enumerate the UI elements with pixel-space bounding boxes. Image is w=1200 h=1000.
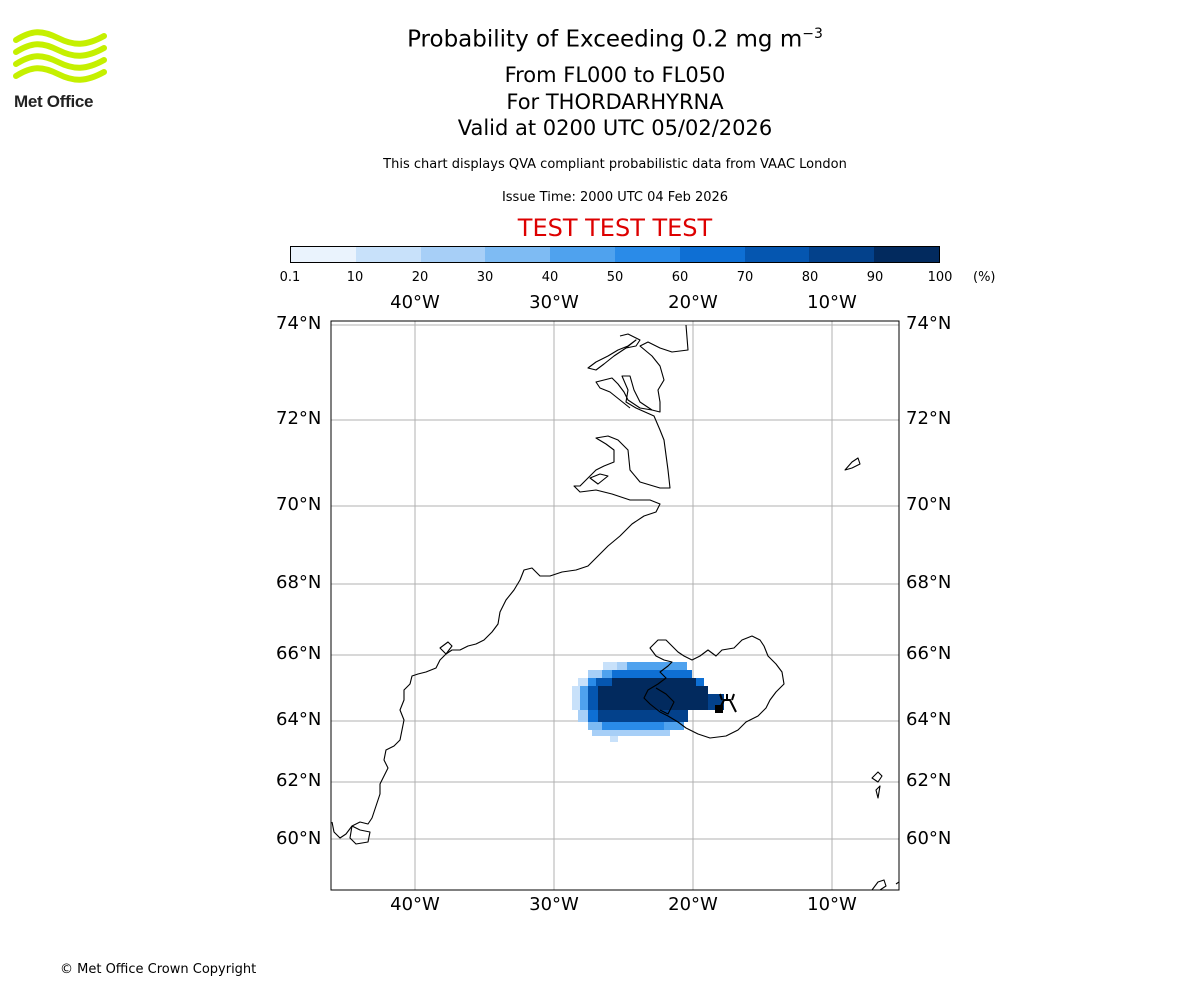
test-banner: TEST TEST TEST [517,214,713,242]
colorbar-tick-label: 20 [411,270,429,285]
lat-label-right: 62°N [906,770,952,791]
colorbar-segment [420,247,486,262]
ash-probability-plume [572,662,724,742]
lon-label-top: 40°W [390,292,440,313]
colorbar-segment [355,247,421,262]
colorbar-tick-label: 0.1 [279,270,301,285]
lon-label-bottom: 10°W [807,894,857,915]
lat-label-right: 66°N [906,643,952,664]
colorbar-tick-label: 100 [927,270,953,285]
chart-description: This chart displays QVA compliant probab… [383,157,847,172]
title-text: Probability of Exceeding 0.2 mg m [407,26,803,53]
coastlines [331,324,899,890]
lat-label-right: 74°N [906,313,952,334]
flight-level-range: From FL000 to FL050 [504,63,726,87]
lon-label-bottom: 40°W [390,894,440,915]
lat-label-right: 72°N [906,408,952,429]
lat-label-right: 60°N [906,828,952,849]
colorbar-unit: (%) [973,270,996,285]
lat-label-left: 72°N [276,408,322,429]
lat-label-right: 70°N [906,494,952,515]
colorbar-tick-label: 90 [866,270,884,285]
lon-label-top: 10°W [807,292,857,313]
met-office-logo [13,29,107,83]
colorbar-segment [744,247,810,262]
title-superscript: −3 [802,26,823,42]
volcano-symbol [715,693,737,713]
colorbar-segment [485,247,551,262]
lon-label-bottom: 30°W [529,894,579,915]
lat-label-left: 74°N [276,313,322,334]
colorbar-segment [550,247,615,262]
lat-label-right: 68°N [906,572,952,593]
lat-label-left: 60°N [276,828,322,849]
graticule [331,321,899,890]
copyright: © Met Office Crown Copyright [60,962,257,977]
colorbar-tick-label: 30 [476,270,494,285]
colorbar-segment [809,247,875,262]
lat-label-left: 68°N [276,572,322,593]
lat-label-right: 64°N [906,709,952,730]
valid-time: Valid at 0200 UTC 05/02/2026 [457,116,773,140]
colorbar [290,246,940,263]
colorbar-tick-label: 40 [541,270,559,285]
colorbar-segment [291,247,356,262]
colorbar-tick-label: 10 [346,270,364,285]
lat-label-left: 62°N [276,770,322,791]
chart-title: Probability of Exceeding 0.2 mg m−3 [300,26,930,53]
map-frame [330,320,900,891]
colorbar-segment [874,247,939,262]
lat-label-left: 66°N [276,643,322,664]
logo-wordmark: Met Office [14,92,94,111]
colorbar-tick-label: 50 [606,270,624,285]
colorbar-segment [679,247,745,262]
lon-label-bottom: 20°W [668,894,718,915]
lat-label-left: 70°N [276,494,322,515]
lon-label-top: 20°W [668,292,718,313]
colorbar-tick-label: 80 [801,270,819,285]
map-area [331,321,899,890]
lat-label-left: 64°N [276,709,322,730]
volcano-name: For THORDARHYRNA [506,90,724,114]
issue-time: Issue Time: 2000 UTC 04 Feb 2026 [501,190,729,205]
colorbar-tick-label: 60 [671,270,689,285]
lon-label-top: 30°W [529,292,579,313]
colorbar-segment [614,247,680,262]
colorbar-tick-label: 70 [736,270,754,285]
